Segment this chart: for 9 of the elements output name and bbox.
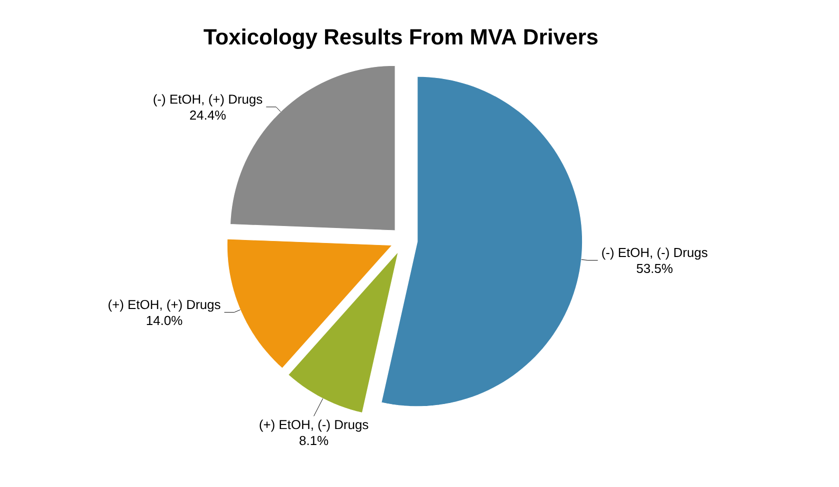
data-label: 53.5% xyxy=(636,264,672,274)
slice-label: (-) EtOH, (-) Drugs xyxy=(602,248,708,260)
chart-title: Toxicology Results From MVA Drivers xyxy=(204,28,598,50)
slice-label: (+) EtOH, (+) Drugs xyxy=(108,300,220,312)
data-label: 24.4% xyxy=(190,110,226,120)
data-label: 14.0% xyxy=(146,316,182,326)
slice-label: (+) EtOH, (-) Drugs xyxy=(260,420,368,432)
data-label: 8.1% xyxy=(300,436,328,446)
slice-label: (-) EtOH, (+) Drugs xyxy=(154,94,262,106)
